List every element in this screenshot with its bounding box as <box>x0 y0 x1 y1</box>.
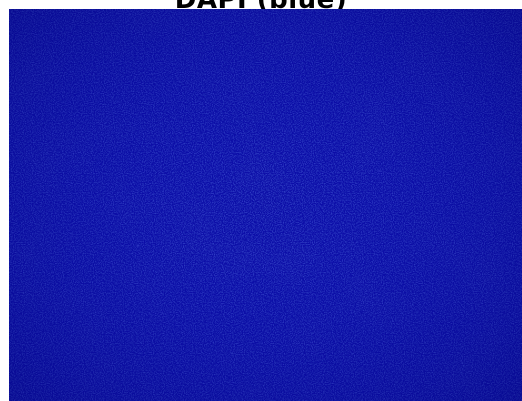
microscopy-image <box>9 9 522 401</box>
fluorescence-microscopy-image-icon <box>9 9 522 401</box>
